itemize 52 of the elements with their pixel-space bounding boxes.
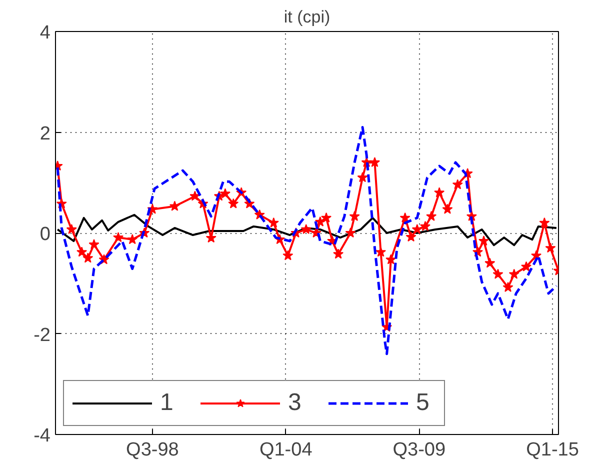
point	[545, 242, 556, 253]
legend-label: 5	[416, 389, 430, 417]
point	[434, 187, 445, 198]
x-tick-label: Q3-09	[392, 440, 446, 460]
point	[282, 250, 294, 260]
point	[502, 282, 514, 292]
point	[484, 258, 496, 268]
legend-label: 1	[160, 389, 174, 417]
point	[426, 210, 437, 221]
point	[321, 212, 332, 222]
chart-title: it (cpi)	[284, 8, 330, 26]
point	[357, 172, 368, 182]
point	[492, 268, 504, 279]
line-series	[56, 126, 558, 356]
point	[228, 198, 239, 208]
point	[113, 232, 124, 242]
y-tick-label: 2	[40, 123, 51, 144]
point	[520, 261, 532, 272]
legend-label: 3	[288, 389, 302, 417]
point	[406, 232, 416, 242]
point	[127, 234, 138, 244]
point	[400, 212, 410, 222]
point	[206, 232, 216, 243]
point	[268, 217, 279, 228]
point	[300, 224, 312, 234]
y-tick-label: 0	[40, 224, 51, 245]
point	[369, 156, 380, 168]
point	[190, 190, 200, 201]
x-tick-label: Q3-98	[126, 440, 179, 460]
point	[333, 248, 344, 259]
point	[478, 236, 490, 246]
point	[345, 228, 356, 238]
point	[220, 188, 230, 198]
point	[412, 224, 422, 234]
point	[88, 239, 100, 250]
point	[169, 200, 180, 211]
point	[66, 224, 77, 234]
x-tick-label: Q1-04	[259, 440, 313, 460]
point	[349, 210, 360, 221]
y-tick-label: 4	[40, 22, 51, 44]
point	[386, 254, 396, 264]
x-tick-label: Q1-15	[526, 440, 579, 460]
y-tick-label: -2	[34, 324, 51, 346]
point	[420, 220, 430, 231]
point	[82, 252, 94, 263]
point	[508, 268, 520, 279]
point	[452, 179, 463, 190]
point	[442, 204, 453, 214]
y-tick-label: -4	[34, 426, 51, 446]
point	[76, 246, 88, 257]
point	[539, 217, 550, 228]
point	[376, 246, 386, 257]
